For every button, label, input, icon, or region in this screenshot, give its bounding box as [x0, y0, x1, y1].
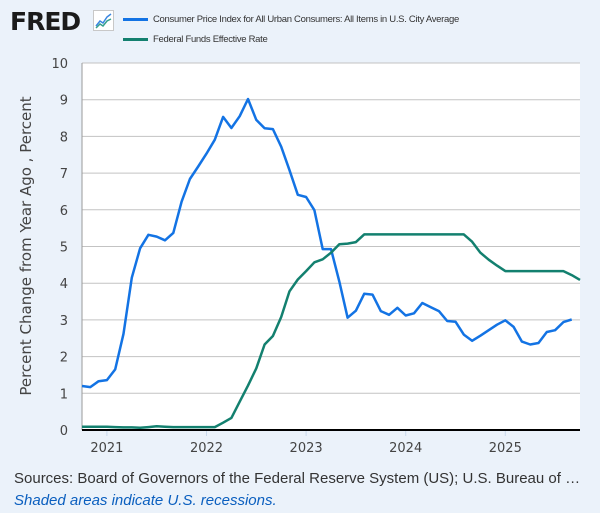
x-tick-label: 2021 — [90, 441, 123, 456]
y-tick-label: 9 — [60, 94, 68, 109]
legend-swatch-cpi — [123, 17, 148, 21]
y-tick-label: 1 — [60, 387, 68, 402]
series-lines — [81, 97, 581, 430]
chart: 2021 2022 2023 2024 2025 0 1 2 3 4 5 6 7 8 9 10 Percen… — [17, 57, 581, 456]
legend-item-fedfunds[interactable]: Federal Funds Effective Rate — [123, 29, 459, 49]
y-tick-label: 0 — [60, 424, 68, 439]
fred-logo: FRED — [10, 7, 81, 36]
x-tick-label: 2022 — [190, 441, 223, 456]
grid — [82, 62, 580, 394]
y-axis: 0 1 2 3 4 5 6 7 8 9 10 — [51, 57, 68, 439]
y-tick-label: 6 — [60, 204, 68, 219]
y-tick-label: 10 — [51, 57, 68, 72]
legend-label-fedfunds: Federal Funds Effective Rate — [153, 33, 268, 45]
y-tick-label: 3 — [60, 314, 68, 329]
x-axis: 2021 2022 2023 2024 2025 — [90, 430, 522, 456]
x-tick-label: 2023 — [290, 441, 323, 456]
legend-label-cpi: Consumer Price Index for All Urban Consu… — [153, 13, 459, 25]
y-tick-label: 8 — [60, 130, 68, 145]
series-line-fedfunds[interactable] — [82, 233, 581, 430]
legend-swatch-fedfunds — [123, 37, 148, 41]
x-tick-label: 2025 — [489, 441, 522, 456]
sources-text: Sources: Board of Governors of the Feder… — [14, 470, 584, 487]
trend-chart-icon — [93, 10, 114, 31]
y-tick-label: 2 — [60, 351, 68, 366]
x-tick-label: 2024 — [389, 441, 422, 456]
y-tick-label: 7 — [60, 167, 68, 182]
recession-note[interactable]: Shaded areas indicate U.S. recessions. — [14, 492, 277, 509]
y-tick-label: 4 — [60, 277, 68, 292]
y-tick-label: 5 — [60, 241, 68, 256]
y-axis-label: Percent Change from Year Ago , Percent — [17, 96, 35, 395]
legend: Consumer Price Index for All Urban Consu… — [123, 9, 459, 49]
series-line-cpi[interactable] — [81, 97, 573, 389]
legend-item-cpi[interactable]: Consumer Price Index for All Urban Consu… — [123, 9, 459, 29]
